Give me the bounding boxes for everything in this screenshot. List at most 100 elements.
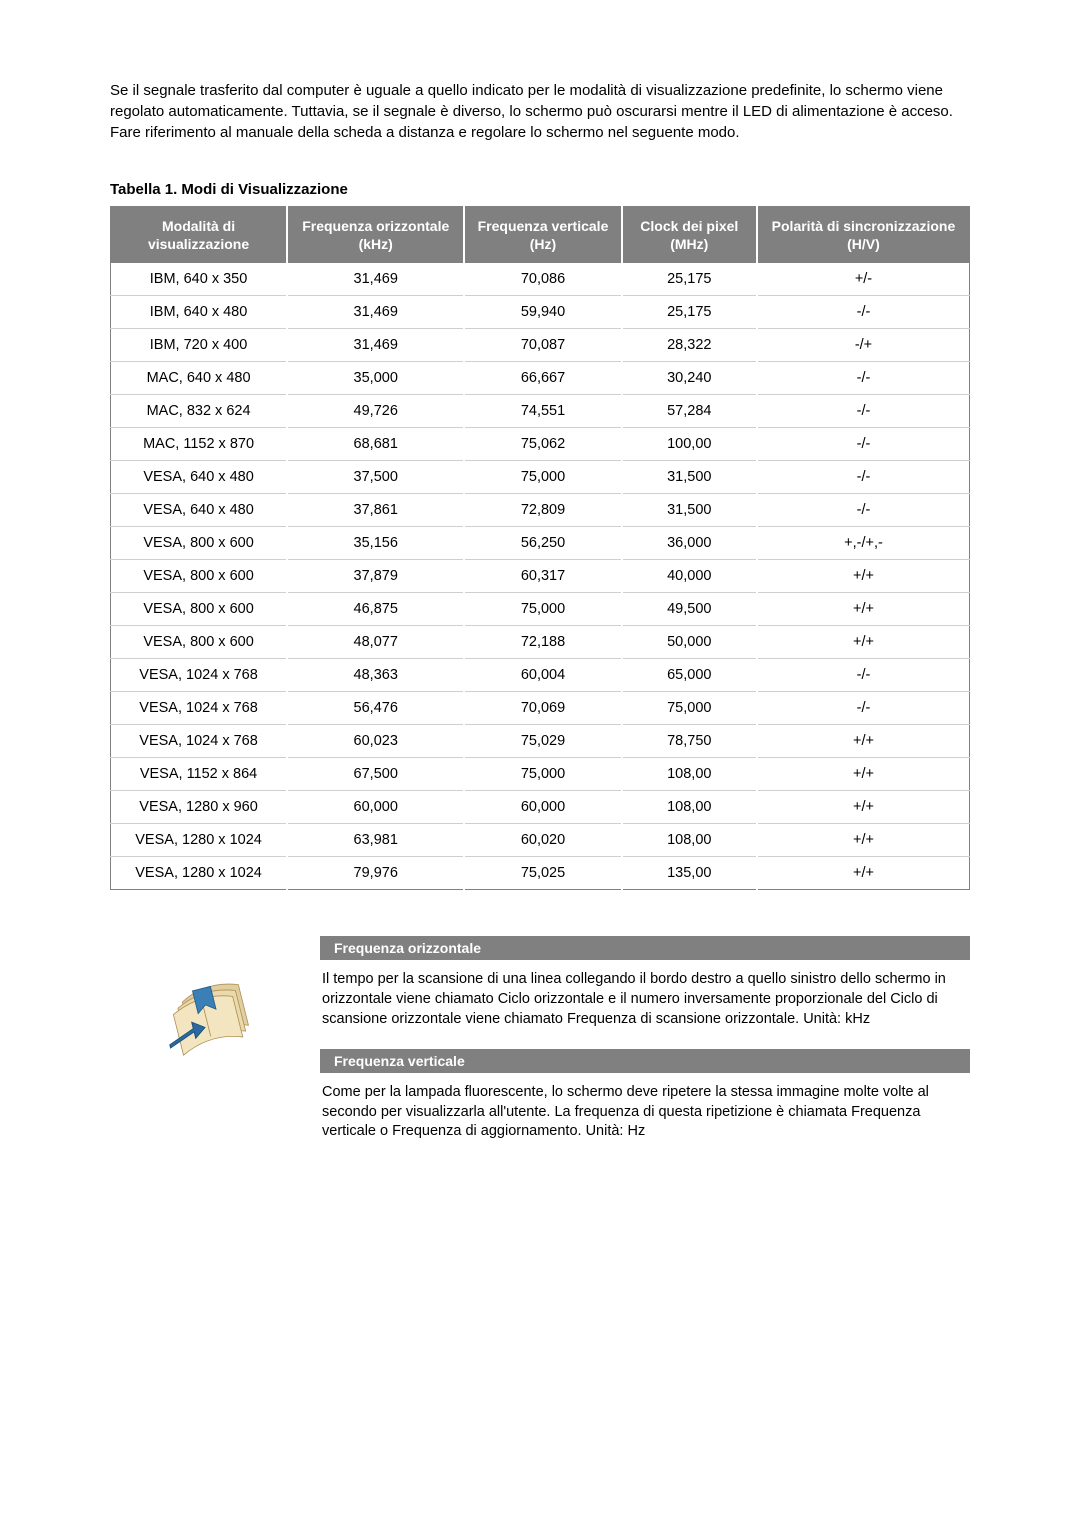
table-cell: VESA, 1024 x 768 (111, 725, 288, 758)
table-cell: 135,00 (622, 857, 757, 890)
table-cell: IBM, 720 x 400 (111, 329, 288, 362)
table-cell: -/- (757, 692, 970, 725)
table-cell: 48,363 (287, 659, 464, 692)
table-cell: 100,00 (622, 428, 757, 461)
table-cell: 72,809 (464, 494, 621, 527)
table-cell: 48,077 (287, 626, 464, 659)
table-cell: 68,681 (287, 428, 464, 461)
table-cell: 60,000 (464, 791, 621, 824)
table-cell: 108,00 (622, 824, 757, 857)
table-cell: -/- (757, 428, 970, 461)
definition-body: Il tempo per la scansione di una linea c… (320, 970, 970, 1029)
table-cell: 75,000 (464, 758, 621, 791)
table-cell: VESA, 1152 x 864 (111, 758, 288, 791)
table-cell: IBM, 640 x 350 (111, 263, 288, 296)
table-cell: VESA, 1280 x 1024 (111, 824, 288, 857)
table-cell: VESA, 800 x 600 (111, 527, 288, 560)
col-header-mode: Modalità di visualizzazione (111, 207, 288, 264)
table-header-row: Modalità di visualizzazione Frequenza or… (111, 207, 970, 264)
definitions-block: Frequenza orizzontale Il tempo per la sc… (110, 936, 970, 1161)
table-cell: +/+ (757, 626, 970, 659)
table-cell: -/- (757, 395, 970, 428)
definition-heading: Frequenza verticale (320, 1049, 970, 1073)
table-cell: 28,322 (622, 329, 757, 362)
intro-paragraph: Se il segnale trasferito dal computer è … (110, 80, 970, 143)
table-cell: 60,004 (464, 659, 621, 692)
table-cell: MAC, 1152 x 870 (111, 428, 288, 461)
table-cell: -/+ (757, 329, 970, 362)
book-icon (164, 966, 266, 1058)
table-cell: -/- (757, 296, 970, 329)
table-row: VESA, 800 x 60035,15656,25036,000+,-/+,- (111, 527, 970, 560)
table-cell: 37,879 (287, 560, 464, 593)
table-row: VESA, 1280 x 102479,97675,025135,00+/+ (111, 857, 970, 890)
table-cell: 74,551 (464, 395, 621, 428)
table-row: MAC, 640 x 48035,00066,66730,240-/- (111, 362, 970, 395)
table-cell: 31,469 (287, 263, 464, 296)
col-header-clock: Clock dei pixel (MHz) (622, 207, 757, 264)
table-cell: 72,188 (464, 626, 621, 659)
table-cell: 25,175 (622, 263, 757, 296)
table-cell: VESA, 640 x 480 (111, 494, 288, 527)
table-row: VESA, 800 x 60037,87960,31740,000+/+ (111, 560, 970, 593)
table-row: VESA, 800 x 60048,07772,18850,000+/+ (111, 626, 970, 659)
table-cell: IBM, 640 x 480 (111, 296, 288, 329)
table-cell: 75,025 (464, 857, 621, 890)
table-cell: 37,861 (287, 494, 464, 527)
table-cell: 57,284 (622, 395, 757, 428)
table-row: VESA, 1280 x 96060,00060,000108,00+/+ (111, 791, 970, 824)
table-cell: -/- (757, 461, 970, 494)
table-cell: 40,000 (622, 560, 757, 593)
table-cell: 49,500 (622, 593, 757, 626)
table-cell: 108,00 (622, 758, 757, 791)
table-row: VESA, 1024 x 76848,36360,00465,000-/- (111, 659, 970, 692)
table-cell: +/+ (757, 593, 970, 626)
table-cell: 31,500 (622, 494, 757, 527)
table-row: IBM, 640 x 35031,46970,08625,175+/- (111, 263, 970, 296)
definitions-text-column: Frequenza orizzontale Il tempo per la sc… (320, 936, 970, 1161)
table-cell: 50,000 (622, 626, 757, 659)
table-cell: 36,000 (622, 527, 757, 560)
table-cell: VESA, 1024 x 768 (111, 692, 288, 725)
table-row: MAC, 832 x 62449,72674,55157,284-/- (111, 395, 970, 428)
table-cell: 79,976 (287, 857, 464, 890)
table-cell: +,-/+,- (757, 527, 970, 560)
table-row: VESA, 640 x 48037,86172,80931,500-/- (111, 494, 970, 527)
table-row: IBM, 640 x 48031,46959,94025,175-/- (111, 296, 970, 329)
table-cell: 46,875 (287, 593, 464, 626)
table-cell: MAC, 640 x 480 (111, 362, 288, 395)
col-header-vfreq: Frequenza verticale (Hz) (464, 207, 621, 264)
table-cell: 75,000 (622, 692, 757, 725)
table-cell: VESA, 1024 x 768 (111, 659, 288, 692)
table-cell: +/+ (757, 725, 970, 758)
table-cell: 37,500 (287, 461, 464, 494)
table-cell: 60,020 (464, 824, 621, 857)
table-cell: 31,469 (287, 296, 464, 329)
col-header-polarity: Polarità di sincronizzazione (H/V) (757, 207, 970, 264)
table-cell: VESA, 640 x 480 (111, 461, 288, 494)
table-cell: -/- (757, 494, 970, 527)
table-cell: 66,667 (464, 362, 621, 395)
table-cell: 31,469 (287, 329, 464, 362)
table-cell: +/+ (757, 824, 970, 857)
table-cell: 35,000 (287, 362, 464, 395)
table-cell: 75,000 (464, 461, 621, 494)
table-cell: 49,726 (287, 395, 464, 428)
table-cell: 67,500 (287, 758, 464, 791)
table-cell: VESA, 1280 x 960 (111, 791, 288, 824)
table-cell: +/+ (757, 560, 970, 593)
table-cell: 65,000 (622, 659, 757, 692)
table-row: VESA, 1280 x 102463,98160,020108,00+/+ (111, 824, 970, 857)
table-cell: 75,000 (464, 593, 621, 626)
table-row: VESA, 1024 x 76856,47670,06975,000-/- (111, 692, 970, 725)
table-cell: 60,023 (287, 725, 464, 758)
table-cell: 59,940 (464, 296, 621, 329)
table-cell: 63,981 (287, 824, 464, 857)
table-row: VESA, 1024 x 76860,02375,02978,750+/+ (111, 725, 970, 758)
table-cell: 56,250 (464, 527, 621, 560)
definition-body: Come per la lampada fluorescente, lo sch… (320, 1083, 970, 1142)
definitions-icon-column (110, 936, 320, 1058)
table-cell: -/- (757, 362, 970, 395)
table-cell: 35,156 (287, 527, 464, 560)
table-cell: VESA, 800 x 600 (111, 593, 288, 626)
